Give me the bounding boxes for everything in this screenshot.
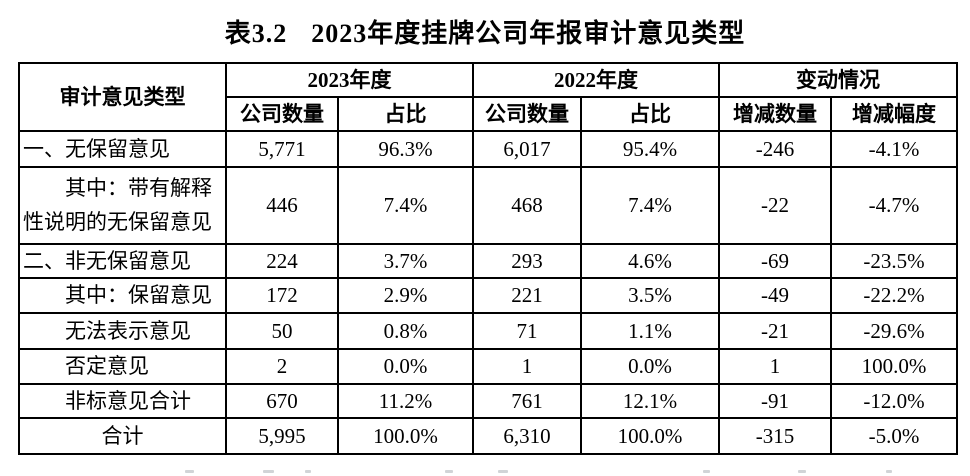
header-group-2023: 2023年度	[225, 62, 474, 98]
cell-change-rate: 100.0%	[830, 348, 958, 385]
header-ratio-2023: 占比	[337, 96, 474, 132]
cell-change-rate: -23.5%	[830, 243, 958, 279]
table-row-non-unqualified: 二、非无保留意见 224 3.7% 293 4.6% -69 -23.5%	[18, 243, 958, 279]
row-label: 非标意见合计	[18, 383, 227, 419]
cell-count-2022: 1	[472, 348, 582, 385]
header-ratio-2022: 占比	[580, 96, 720, 132]
cell-change-count: -315	[718, 417, 832, 455]
audit-opinion-table: 审计意见类型 2023年度 2022年度 变动情况 公司数量 占比 公司数量 占…	[18, 62, 958, 455]
cell-count-2022: 293	[472, 243, 582, 279]
cell-ratio-2023: 100.0%	[337, 417, 474, 455]
cell-ratio-2022: 12.1%	[580, 383, 720, 419]
table-title-text: 2023年度挂牌公司年报审计意见类型	[311, 19, 746, 48]
cell-change-count: -49	[718, 277, 832, 314]
cell-ratio-2022: 4.6%	[580, 243, 720, 279]
cell-ratio-2022: 1.1%	[580, 312, 720, 350]
cell-change-count: -69	[718, 243, 832, 279]
cell-count-2022: 6,310	[472, 417, 582, 455]
cell-ratio-2022: 7.4%	[580, 166, 720, 245]
header-company-count-2022: 公司数量	[472, 96, 582, 132]
header-group-2022: 2022年度	[472, 62, 720, 98]
cell-change-count: -22	[718, 166, 832, 245]
table-title: 表3.2 2023年度挂牌公司年报审计意见类型	[0, 13, 970, 50]
cell-ratio-2022: 100.0%	[580, 417, 720, 455]
cell-change-count: 1	[718, 348, 832, 385]
table-title-number: 表3.2	[224, 19, 288, 48]
table-row-unqualified: 一、无保留意见 5,771 96.3% 6,017 95.4% -246 -4.…	[18, 130, 958, 168]
cell-ratio-2023: 3.7%	[337, 243, 474, 279]
cell-ratio-2022: 0.0%	[580, 348, 720, 385]
cell-ratio-2022: 3.5%	[580, 277, 720, 314]
cell-ratio-2023: 96.3%	[337, 130, 474, 168]
cell-count-2022: 761	[472, 383, 582, 419]
header-change-count: 增减数量	[718, 96, 832, 132]
cell-count-2022: 71	[472, 312, 582, 350]
table-row-adverse: 否定意见 2 0.0% 1 0.0% 1 100.0%	[18, 348, 958, 385]
row-label: 否定意见	[18, 348, 227, 385]
cell-change-rate: -4.7%	[830, 166, 958, 245]
header-group-change: 变动情况	[718, 62, 958, 98]
header-row-groups: 审计意见类型 2023年度 2022年度 变动情况	[18, 62, 958, 132]
cell-change-count: -21	[718, 312, 832, 350]
cell-ratio-2023: 11.2%	[337, 383, 474, 419]
cell-count-2023: 224	[225, 243, 339, 279]
cell-change-rate: -12.0%	[830, 383, 958, 419]
cell-change-rate: -29.6%	[830, 312, 958, 350]
cell-ratio-2023: 2.9%	[337, 277, 474, 314]
cell-count-2023: 670	[225, 383, 339, 419]
row-label: 其中：保留意见	[18, 277, 227, 314]
header-row-sub: 公司数量 占比 公司数量 占比 增减数量 增减幅度	[19, 96, 958, 132]
header-change-rate: 增减幅度	[830, 96, 958, 132]
cell-count-2023: 5,771	[225, 130, 339, 168]
table-row-non-standard-subtotal: 非标意见合计 670 11.2% 761 12.1% -91 -12.0%	[18, 383, 958, 419]
cell-count-2023: 172	[225, 277, 339, 314]
cell-count-2023: 446	[225, 166, 339, 245]
cell-count-2023: 50	[225, 312, 339, 350]
row-label: 二、非无保留意见	[18, 243, 227, 279]
cell-count-2023: 5,995	[225, 417, 339, 455]
header-opinion-type: 审计意见类型	[18, 62, 227, 132]
cell-count-2022: 6,017	[472, 130, 582, 168]
table-row-total: 合计 5,995 100.0% 6,310 100.0% -315 -5.0%	[18, 417, 958, 455]
row-label: 无法表示意见	[18, 312, 227, 350]
cell-ratio-2022: 95.4%	[580, 130, 720, 168]
header-company-count-2023: 公司数量	[225, 96, 339, 132]
cell-change-rate: -5.0%	[830, 417, 958, 455]
clipped-next-line-remnant	[0, 470, 970, 476]
cell-change-count: -246	[718, 130, 832, 168]
cell-ratio-2023: 0.8%	[337, 312, 474, 350]
cell-count-2023: 2	[225, 348, 339, 385]
row-label: 一、无保留意见	[18, 130, 227, 168]
cell-count-2022: 221	[472, 277, 582, 314]
row-label: 合计	[18, 417, 227, 455]
cell-change-rate: -22.2%	[830, 277, 958, 314]
cell-change-rate: -4.1%	[830, 130, 958, 168]
cell-ratio-2023: 7.4%	[337, 166, 474, 245]
table-row-unqualified-explanatory: 其中：带有解释性说明的无保留意见 446 7.4% 468 7.4% -22 -…	[18, 166, 958, 245]
row-label: 其中：带有解释性说明的无保留意见	[18, 166, 227, 245]
table-row-qualified: 其中：保留意见 172 2.9% 221 3.5% -49 -22.2%	[18, 277, 958, 314]
table-row-disclaimer: 无法表示意见 50 0.8% 71 1.1% -21 -29.6%	[18, 312, 958, 350]
cell-ratio-2023: 0.0%	[337, 348, 474, 385]
cell-change-count: -91	[718, 383, 832, 419]
cell-count-2022: 468	[472, 166, 582, 245]
